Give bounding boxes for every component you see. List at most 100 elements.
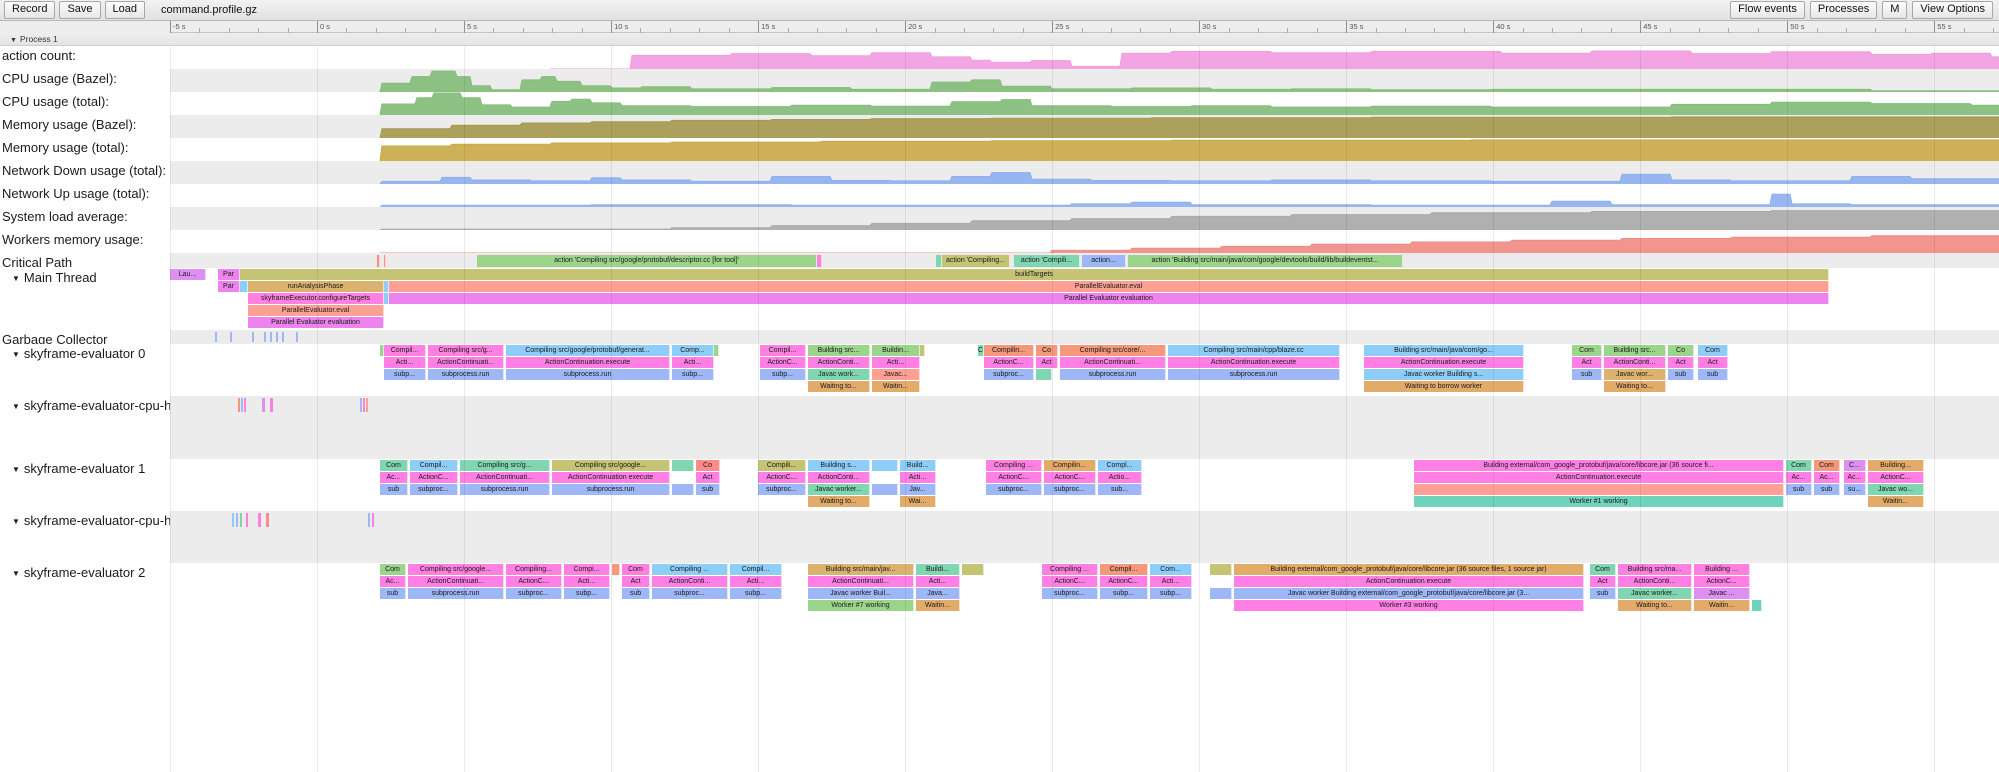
evaluator-slice[interactable]: ActionContinuation.execute bbox=[506, 357, 670, 368]
evaluator-slice[interactable]: Waiting to... bbox=[1604, 381, 1666, 392]
evaluator-event-mark[interactable] bbox=[262, 398, 265, 412]
evaluator-slice[interactable]: Waiting to borrow worker bbox=[1364, 381, 1524, 392]
evaluator-slice[interactable]: subproc... bbox=[1042, 588, 1098, 599]
evaluator-slice[interactable]: Javac wo... bbox=[1868, 484, 1924, 495]
evaluator-slice[interactable]: subp... bbox=[730, 588, 782, 599]
evaluator-event-mark[interactable] bbox=[372, 513, 374, 527]
evaluator-slice[interactable] bbox=[1414, 484, 1784, 495]
evaluator-slice[interactable]: subprocess.run bbox=[428, 369, 504, 380]
gc-event-mark[interactable] bbox=[270, 332, 272, 342]
evaluator-slice[interactable]: subp... bbox=[1150, 588, 1192, 599]
evaluator-slice[interactable]: sub bbox=[1814, 484, 1840, 495]
evaluator-event-mark[interactable] bbox=[270, 398, 273, 412]
chevron-down-icon[interactable]: ▼ bbox=[12, 402, 20, 411]
evaluator-slice[interactable]: Compiling src/g... bbox=[460, 460, 550, 471]
track-canvas-action-count[interactable] bbox=[170, 46, 1999, 69]
evaluator-slice[interactable]: ActionC... bbox=[1868, 472, 1924, 483]
evaluator-slice[interactable]: Compiling src/g... bbox=[428, 345, 504, 356]
track-canvas-main-thread[interactable]: Lau... Par buildTargets Par runAnalysisPhase… bbox=[170, 268, 1999, 330]
critical-path-slice[interactable] bbox=[936, 255, 942, 267]
main-thread-slice[interactable]: ParallelEvaluator.eval bbox=[248, 305, 384, 316]
critical-path-slice[interactable]: action 'Building src/main/java/com/googl… bbox=[1128, 255, 1403, 267]
evaluator-slice[interactable]: subp... bbox=[1100, 588, 1148, 599]
evaluator-slice[interactable]: subproc... bbox=[984, 369, 1034, 380]
track-label-garbage-collector[interactable]: Garbage Collector bbox=[0, 330, 170, 344]
evaluator-slice[interactable]: Acti... bbox=[564, 576, 610, 587]
evaluator-slice[interactable]: ActionContinuation.execute bbox=[1234, 576, 1584, 587]
main-thread-slice[interactable]: Lau... bbox=[170, 269, 206, 280]
evaluator-slice[interactable]: Waiting to... bbox=[1618, 600, 1692, 611]
main-thread-slice[interactable]: buildTargets bbox=[240, 269, 1829, 280]
evaluator-slice[interactable]: Javac... bbox=[872, 369, 920, 380]
evaluator-slice[interactable]: Com bbox=[1698, 345, 1728, 356]
evaluator-slice[interactable]: Compil... bbox=[760, 345, 806, 356]
track-canvas-critical-path[interactable]: action 'Compiling src/google/protobuf/de… bbox=[170, 253, 1999, 268]
evaluator-slice[interactable]: subproc... bbox=[652, 588, 728, 599]
evaluator-slice[interactable]: Acti... bbox=[384, 357, 426, 368]
evaluator-slice[interactable]: Waitin... bbox=[1694, 600, 1750, 611]
evaluator-slice[interactable]: ActionC... bbox=[1100, 576, 1148, 587]
evaluator-slice[interactable]: Compiling ... bbox=[652, 564, 728, 575]
evaluator-slice[interactable]: Ac... bbox=[380, 576, 406, 587]
gc-event-mark[interactable] bbox=[282, 332, 284, 342]
evaluator-slice[interactable]: subprocess.run bbox=[506, 369, 670, 380]
track-label-net-up[interactable]: Network Up usage (total): bbox=[0, 184, 170, 207]
evaluator-slice[interactable]: Javac wor... bbox=[1604, 369, 1666, 380]
evaluator-slice[interactable]: sub bbox=[1590, 588, 1616, 599]
evaluator-slice[interactable]: ActionC... bbox=[984, 357, 1034, 368]
evaluator-slice[interactable]: Com bbox=[380, 460, 408, 471]
evaluator-slice[interactable]: ActionC... bbox=[1044, 472, 1096, 483]
evaluator-slice[interactable]: Co bbox=[1668, 345, 1694, 356]
evaluator-slice[interactable] bbox=[920, 345, 925, 356]
evaluator-slice[interactable]: Com bbox=[1786, 460, 1812, 471]
evaluator-slice[interactable]: Worker #1 working bbox=[1414, 496, 1784, 507]
track-canvas-sfe-cpu-heavy-0[interactable] bbox=[170, 396, 1999, 459]
evaluator-slice[interactable]: ActionContinuati... bbox=[408, 576, 504, 587]
main-thread-slice[interactable] bbox=[240, 281, 248, 292]
evaluator-slice[interactable]: Ac... bbox=[380, 472, 408, 483]
evaluator-slice[interactable]: ActionContinuati... bbox=[428, 357, 504, 368]
evaluator-slice[interactable]: ActionContinuation execute bbox=[552, 472, 670, 483]
track-canvas-net-up[interactable] bbox=[170, 184, 1999, 207]
evaluator-slice[interactable]: ActionContinuation.execute bbox=[1364, 357, 1524, 368]
evaluator-slice[interactable]: sub... bbox=[1098, 484, 1142, 495]
evaluator-event-mark[interactable] bbox=[244, 398, 246, 412]
evaluator-slice[interactable]: Act bbox=[1572, 357, 1602, 368]
track-label-sys-load[interactable]: System load average: bbox=[0, 207, 170, 230]
critical-path-slice[interactable] bbox=[384, 255, 386, 267]
evaluator-slice[interactable]: Javac worker... bbox=[808, 484, 870, 495]
gc-event-mark[interactable] bbox=[296, 332, 298, 342]
evaluator-slice[interactable]: Waiting to... bbox=[808, 496, 870, 507]
evaluator-slice[interactable]: Com... bbox=[1150, 564, 1192, 575]
evaluator-slice[interactable]: Act bbox=[1590, 576, 1616, 587]
evaluator-slice[interactable]: ActionC... bbox=[986, 472, 1042, 483]
view-options-button[interactable]: View Options bbox=[1912, 1, 1993, 19]
evaluator-slice[interactable]: sub bbox=[1698, 369, 1728, 380]
processes-button[interactable]: Processes bbox=[1809, 1, 1878, 19]
evaluator-slice[interactable]: subprocess.run bbox=[552, 484, 670, 495]
evaluator-slice[interactable]: sub bbox=[1786, 484, 1812, 495]
evaluator-slice[interactable]: ActionContinuati... bbox=[460, 472, 550, 483]
evaluator-slice[interactable]: Com bbox=[1590, 564, 1616, 575]
evaluator-slice[interactable]: Java... bbox=[916, 588, 960, 599]
evaluator-slice[interactable]: ActionContinuation.execute bbox=[1414, 472, 1784, 483]
evaluator-slice[interactable]: Comp... bbox=[672, 345, 714, 356]
evaluator-slice[interactable] bbox=[1036, 369, 1052, 380]
metrics-button[interactable]: M bbox=[1882, 1, 1908, 19]
save-button[interactable]: Save bbox=[59, 1, 101, 19]
evaluator-slice[interactable]: sub bbox=[380, 588, 406, 599]
evaluator-slice[interactable]: sub bbox=[622, 588, 650, 599]
evaluator-slice[interactable]: Compi... bbox=[564, 564, 610, 575]
main-thread-slice[interactable]: Par bbox=[218, 269, 240, 280]
track-canvas-sfe-0[interactable]: Compil... Compiling src/g... Compiling src… bbox=[170, 344, 1999, 396]
evaluator-slice[interactable]: Compl... bbox=[1098, 460, 1142, 471]
main-thread-slice[interactable] bbox=[384, 281, 389, 292]
evaluator-slice[interactable]: ActionConti... bbox=[1618, 576, 1692, 587]
evaluator-slice[interactable]: Compiling src/main/cpp/blaze.cc bbox=[1168, 345, 1340, 356]
evaluator-slice[interactable]: sub bbox=[696, 484, 720, 495]
evaluator-slice[interactable]: Compili... bbox=[758, 460, 806, 471]
evaluator-slice[interactable]: ActionConti... bbox=[808, 472, 870, 483]
evaluator-slice[interactable]: Waitin... bbox=[872, 381, 920, 392]
track-canvas-net-down[interactable] bbox=[170, 161, 1999, 184]
track-canvas-sys-load[interactable] bbox=[170, 207, 1999, 230]
